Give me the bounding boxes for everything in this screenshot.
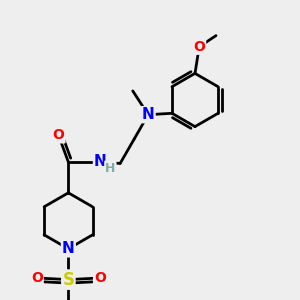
- Text: H: H: [105, 161, 116, 175]
- Text: N: N: [94, 154, 107, 169]
- Text: O: O: [193, 40, 205, 54]
- Text: N: N: [142, 107, 155, 122]
- Text: O: O: [94, 271, 106, 285]
- Text: S: S: [62, 271, 74, 289]
- Text: N: N: [62, 241, 75, 256]
- Text: O: O: [31, 271, 43, 285]
- Text: O: O: [52, 128, 64, 142]
